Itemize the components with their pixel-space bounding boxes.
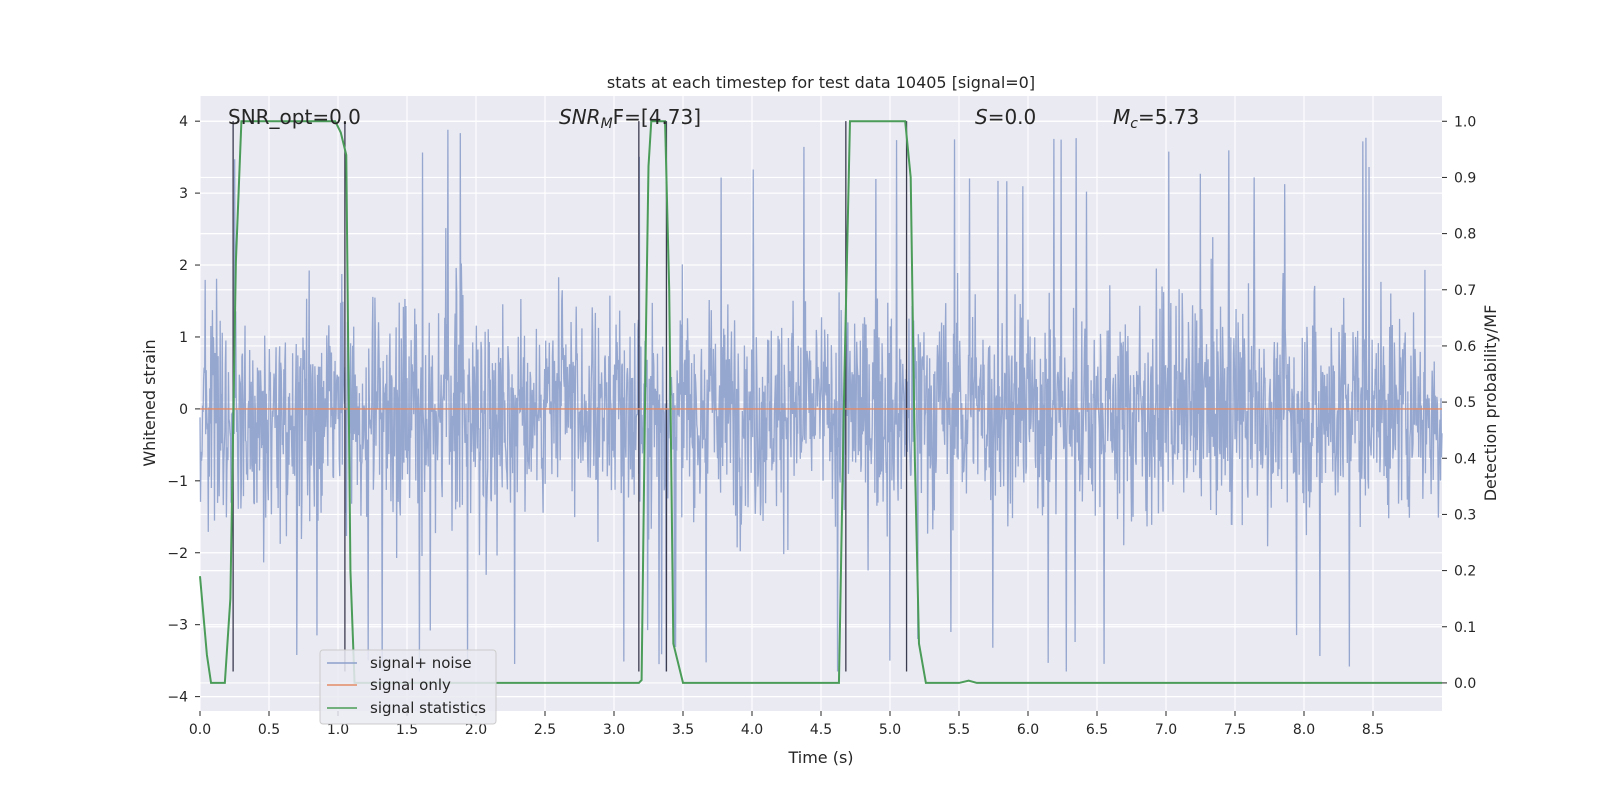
x-axis-label: Time (s) xyxy=(787,748,853,767)
x-tick-label: 8.5 xyxy=(1362,722,1384,738)
chart-title: stats at each timestep for test data 104… xyxy=(607,73,1035,92)
y-tick-label: −3 xyxy=(167,618,188,634)
y2-tick-label: 0.6 xyxy=(1454,339,1476,355)
y2-tick-label: 0.9 xyxy=(1454,170,1476,186)
y-axis-label: Whitened strain xyxy=(140,339,159,466)
y-tick-label: 1 xyxy=(179,330,188,346)
y-tick-label: 2 xyxy=(179,258,188,274)
y2-tick-label: 0.3 xyxy=(1454,507,1476,523)
mc-sub: c xyxy=(1130,116,1138,132)
y-tick-label: −2 xyxy=(167,546,188,562)
y-tick-label: 0 xyxy=(179,402,188,418)
signal-statistics-series xyxy=(199,120,1442,684)
y-tick-label: −4 xyxy=(167,690,188,706)
s-annotation: S=0.0 xyxy=(975,105,1036,129)
y-tick-label: −1 xyxy=(167,474,188,490)
y2-tick-label: 0.8 xyxy=(1454,227,1476,243)
x-tick-label: 4.5 xyxy=(810,722,832,738)
snr-mf-prefix: SNR xyxy=(559,105,601,129)
x-tick-label: 1.5 xyxy=(396,722,418,738)
legend-label-signal-noise: signal+ noise xyxy=(370,654,472,672)
snr-opt-annotation: SNR_opt=0.0 xyxy=(228,105,361,129)
x-tick-label: 7.5 xyxy=(1224,722,1246,738)
y-tick-label: 4 xyxy=(179,114,188,130)
x-tick-label: 2.5 xyxy=(534,722,556,738)
legend-label-signal-only: signal only xyxy=(370,676,451,694)
x-tick-label: 3.5 xyxy=(672,722,694,738)
x-tick-label: 3.0 xyxy=(603,722,625,738)
mc-italic: M xyxy=(1113,105,1130,129)
snr-mf-suffix: F=[4.73] xyxy=(613,105,701,129)
mc-annotation: Mc=5.73 xyxy=(1113,105,1199,132)
x-tick-label: 8.0 xyxy=(1293,722,1315,738)
s-value: =0.0 xyxy=(988,105,1037,129)
y-axis-ticks: −4 −3 −2 −1 0 1 2 3 4 xyxy=(167,114,200,706)
x-tick-label: 6.5 xyxy=(1086,722,1108,738)
y2-tick-label: 0.0 xyxy=(1454,676,1476,692)
snr-mf-sub: M xyxy=(601,116,613,132)
signal-noise-line xyxy=(199,129,1443,672)
x-tick-label: 0.0 xyxy=(189,722,211,738)
x-axis-ticks: 0.0 0.5 1.0 1.5 2.0 2.5 3.0 3.5 4.0 4.5 5.0 5.5 6.0 6… xyxy=(189,711,1384,738)
x-tick-label: 6.0 xyxy=(1017,722,1039,738)
x-tick-label: 5.0 xyxy=(879,722,901,738)
y-tick-label: 3 xyxy=(179,186,188,202)
x-tick-label: 4.0 xyxy=(741,722,763,738)
x-tick-label: 5.5 xyxy=(948,722,970,738)
snr-mf-annotation: SNRMF=[4.73] xyxy=(559,105,701,132)
x-tick-label: 1.0 xyxy=(327,722,349,738)
y2-tick-label: 0.7 xyxy=(1454,283,1476,299)
y2-tick-label: 1.0 xyxy=(1454,114,1476,130)
y2-axis-label: Detection probability/MF xyxy=(1481,305,1500,502)
legend: signal+ noise signal only signal statist… xyxy=(319,649,497,725)
x-tick-label: 2.0 xyxy=(465,722,487,738)
y2-tick-label: 0.1 xyxy=(1454,620,1476,636)
x-tick-label: 7.0 xyxy=(1155,722,1177,738)
x-tick-label: 0.5 xyxy=(258,722,280,738)
y2-axis-ticks: 0.0 0.1 0.2 0.3 0.4 0.5 0.6 0.7 0.8 0.9 1.0 xyxy=(1442,114,1476,692)
mc-value: =5.73 xyxy=(1138,105,1199,129)
signal-noise-series xyxy=(199,129,1443,672)
s-italic: S xyxy=(975,105,988,129)
y2-tick-label: 0.2 xyxy=(1454,564,1476,580)
legend-box xyxy=(319,649,497,725)
legend-label-signal-statistics: signal statistics xyxy=(370,699,486,717)
signal-statistics-line xyxy=(199,120,1442,684)
y2-tick-label: 0.5 xyxy=(1454,395,1476,411)
y2-tick-label: 0.4 xyxy=(1454,451,1476,467)
